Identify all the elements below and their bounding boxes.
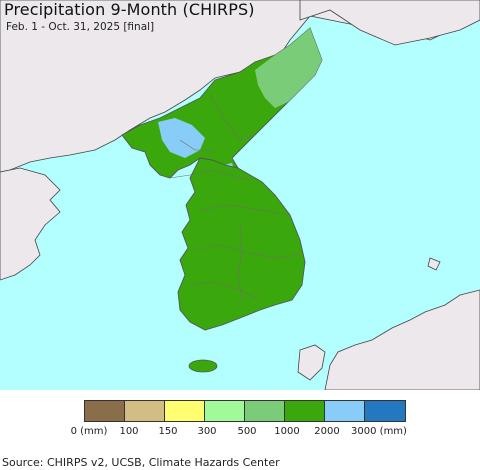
land-china-west	[0, 167, 61, 281]
land-japan-kyushu	[297, 344, 326, 381]
legend-swatch-150	[165, 401, 205, 421]
region-wet-area	[158, 118, 205, 158]
legend-swatch-500	[245, 401, 285, 421]
legend-label-500: 500	[237, 426, 257, 437]
province-borders	[169, 94, 301, 301]
legend-label-0: 0 (mm)	[70, 426, 108, 437]
legend-label-300: 300	[197, 426, 217, 437]
legend-swatch-300	[205, 401, 245, 421]
legend-swatch-2000	[325, 401, 365, 421]
legend: 0 (mm) 100 150 300 500 1000 2000 3000 (m…	[0, 396, 480, 446]
page-title: Precipitation 9-Month (CHIRPS)	[4, 0, 255, 19]
legend-swatch-0	[85, 401, 125, 421]
land-russia	[299, 0, 480, 46]
legend-label-3000: 3000 (mm)	[351, 426, 407, 437]
region-northeast-drier	[255, 28, 322, 108]
source-credit: Source: CHIRPS v2, UCSB, Climate Hazards…	[2, 456, 280, 469]
legend-label-150: 150	[158, 426, 178, 437]
legend-label-100: 100	[119, 426, 139, 437]
legend-swatch-3000	[365, 401, 405, 421]
legend-swatch-1000	[285, 401, 325, 421]
island-jeju	[188, 359, 218, 373]
legend-bar	[84, 400, 406, 422]
map-canvas	[0, 0, 480, 391]
land-japan-island	[427, 257, 441, 271]
legend-swatch-100	[125, 401, 165, 421]
legend-label-1000: 1000	[274, 426, 300, 437]
precipitation-map	[0, 0, 480, 391]
legend-label-2000: 2000	[314, 426, 340, 437]
date-range: Feb. 1 - Oct. 31, 2025 [final]	[6, 21, 155, 33]
